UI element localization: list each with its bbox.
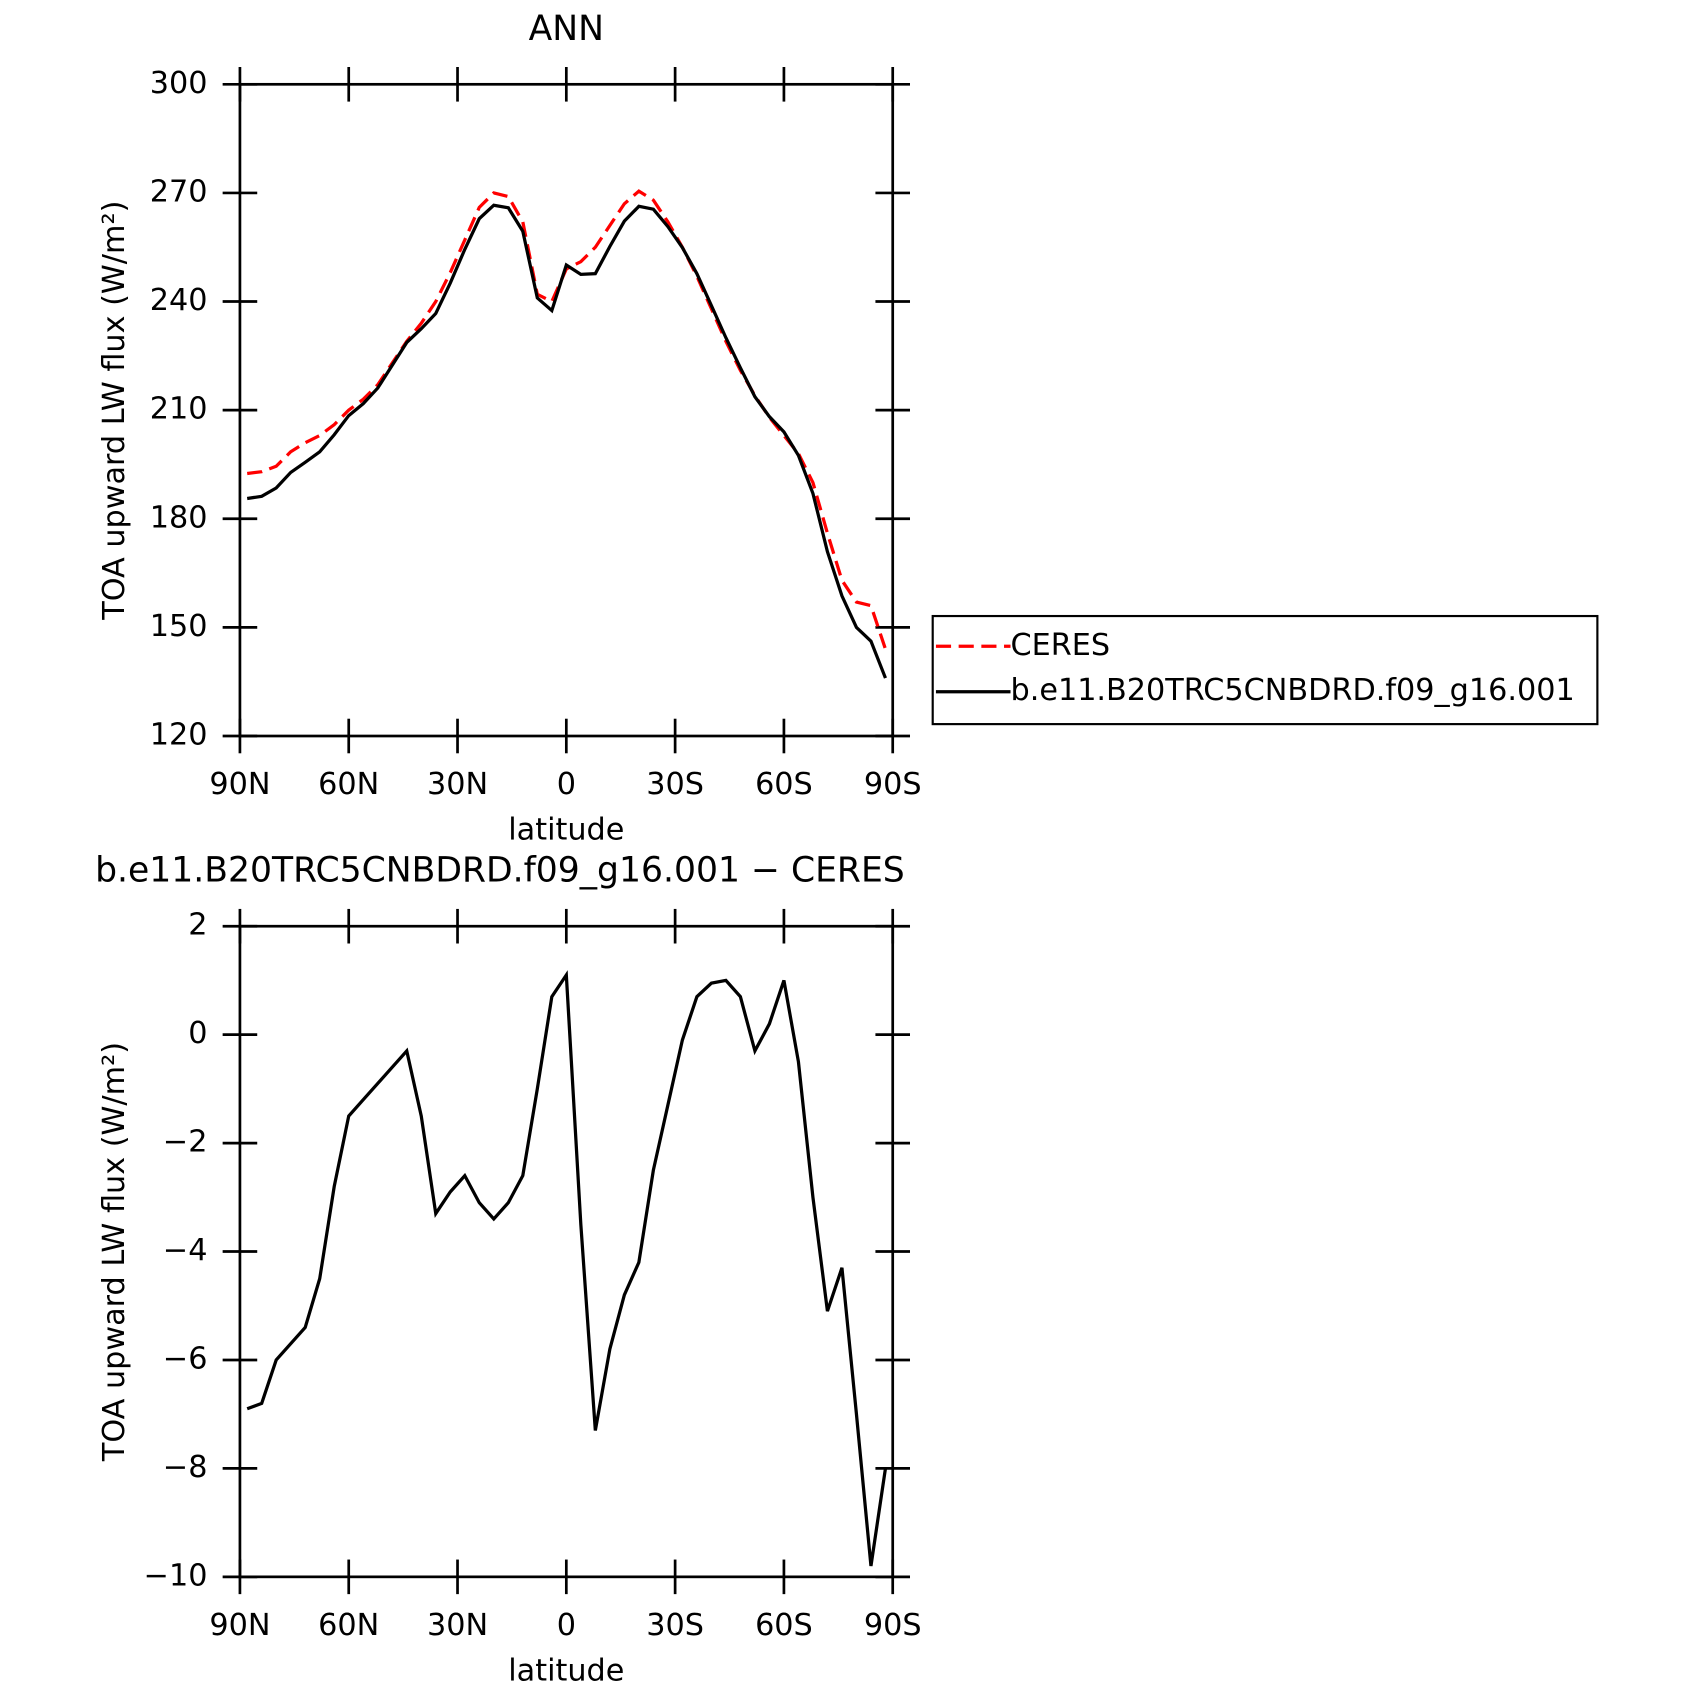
y-tick-label: 2 [188, 908, 207, 943]
x-tick-label: 90N [209, 1608, 270, 1643]
x-tick-label: 30S [646, 1608, 704, 1643]
y-tick-label: 180 [150, 500, 208, 535]
y-tick-label: −4 [163, 1233, 208, 1268]
x-tick-label: 90S [864, 1608, 922, 1643]
x-tick-label: 0 [557, 767, 576, 802]
x-tick-label: 30N [427, 767, 488, 802]
y-tick-label: 150 [150, 609, 208, 644]
data-line [246, 189, 888, 650]
chart-title: ANN [529, 9, 604, 49]
y-tick-label: 120 [150, 718, 208, 753]
y-tick-label: −8 [163, 1450, 208, 1485]
x-tick-label: 60S [755, 767, 813, 802]
x-tick-label: 90N [209, 767, 270, 802]
y-tick-label: −6 [163, 1341, 208, 1376]
x-tick-label: 30S [646, 767, 704, 802]
y-tick-label: −10 [144, 1558, 208, 1593]
x-tick-label: 0 [557, 1608, 576, 1643]
x-tick-label: 60N [318, 1608, 379, 1643]
chart-title: b.e11.B20TRC5CNBDRD.f09_g16.001 − CERES [95, 851, 905, 891]
x-axis-label: latitude [508, 813, 624, 848]
legend-label: CERES [1011, 628, 1111, 663]
y-tick-label: 210 [150, 392, 208, 427]
legend-label: b.e11.B20TRC5CNBDRD.f09_g16.001 [1011, 673, 1575, 708]
data-line [246, 970, 888, 1567]
y-tick-label: 240 [150, 283, 208, 318]
x-tick-label: 30N [427, 1608, 488, 1643]
plot-frame [238, 82, 895, 738]
x-tick-label: 60N [318, 767, 379, 802]
legend-box [931, 614, 1599, 726]
x-tick-label: 90S [864, 767, 922, 802]
y-axis-label: TOA upward LW flux (W/m²) [97, 201, 132, 621]
x-axis-label: latitude [508, 1653, 624, 1686]
y-tick-label: 0 [188, 1016, 207, 1051]
x-tick-label: 60S [755, 1608, 813, 1643]
plot-frame [238, 924, 895, 1579]
y-axis-label: TOA upward LW flux (W/m²) [97, 1042, 132, 1462]
data-line [246, 203, 887, 679]
y-tick-label: 300 [150, 66, 208, 101]
y-tick-label: 270 [150, 174, 208, 209]
y-tick-label: −2 [163, 1125, 208, 1160]
